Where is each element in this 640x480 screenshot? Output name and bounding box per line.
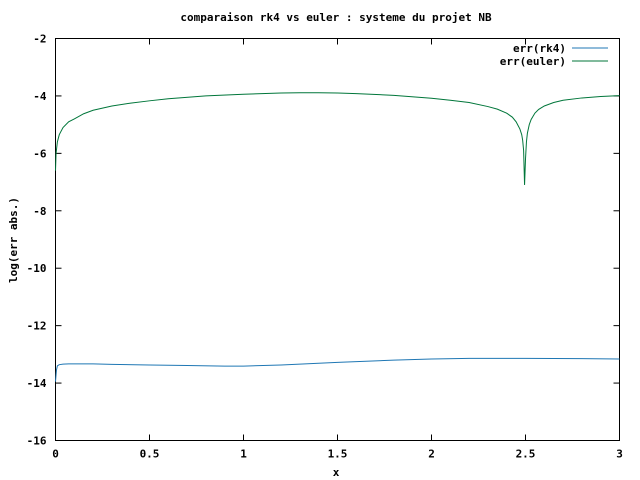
y-tick-label: -2 <box>33 33 46 46</box>
y-axis-label: log(err abs.) <box>7 197 20 283</box>
y-tick-label: -16 <box>27 435 47 448</box>
axis-tick-labels: 0 0.5 1 1.5 2 2.5 3 -16 -14 -12 -10 -8 -6 -4 -2 <box>27 33 623 461</box>
legend-label: err(euler) <box>500 55 566 68</box>
x-tick-label: 1.5 <box>328 448 348 461</box>
y-tick-label: -14 <box>27 377 47 390</box>
x-tick-label: 2 <box>428 448 435 461</box>
chart-title: comparaison rk4 vs euler : systeme du pr… <box>180 11 492 24</box>
legend: err(rk4)err(euler) <box>500 42 608 68</box>
y-tick-label: -4 <box>33 90 47 103</box>
x-tick-label: 0 <box>52 448 59 461</box>
series-line-err-rk4 <box>55 357 620 382</box>
y-tick-label: -12 <box>27 320 47 333</box>
series-lines <box>55 92 620 382</box>
legend-label: err(rk4) <box>513 42 566 55</box>
x-tick-label: 0.5 <box>140 448 160 461</box>
plot-frame <box>55 38 620 441</box>
y-tick-label: -8 <box>33 205 46 218</box>
x-tick-label: 3 <box>616 448 623 461</box>
x-tick-label: 2.5 <box>516 448 536 461</box>
x-axis-label: x <box>333 466 340 479</box>
y-tick-label: -6 <box>33 147 47 160</box>
series-line-err-euler <box>55 92 620 185</box>
x-tick-label: 1 <box>240 448 247 461</box>
axis-ticks <box>55 38 620 441</box>
y-tick-label: -10 <box>27 262 47 275</box>
